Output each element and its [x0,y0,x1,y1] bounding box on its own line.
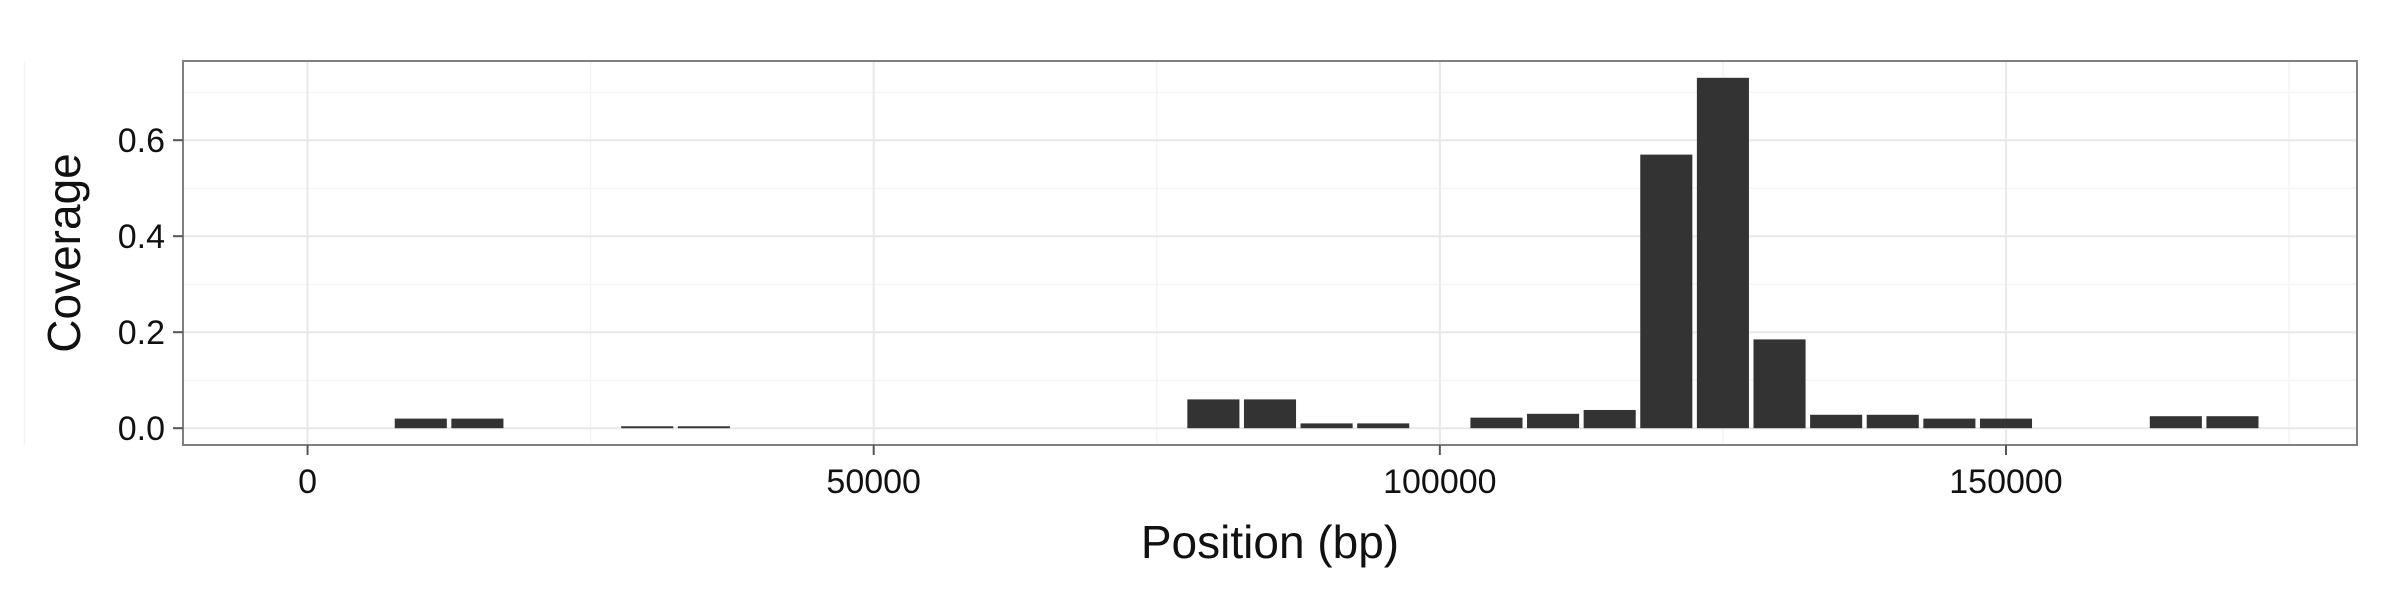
bar [1640,154,1693,429]
bar [1696,77,1749,429]
y-axis-title: Coverage [38,153,90,352]
bar [1300,423,1353,429]
bar [451,418,504,429]
minor-grid [23,61,2357,445]
bars [394,77,2259,429]
bar [1810,414,1863,429]
bar [1583,409,1636,429]
bar [1753,339,1806,429]
panel-background [183,61,2357,445]
x-tick-label: 100000 [1383,463,1496,501]
bar [1357,423,1410,429]
bar [1923,418,1976,429]
bar [1470,417,1523,429]
bar [677,426,730,429]
bar [1527,413,1580,429]
x-tick-label: 0 [298,463,317,501]
bar [1243,399,1297,429]
bar [621,426,674,429]
x-axis-title: Position (bp) [1141,516,1399,568]
y-tick-label: 0.2 [118,314,165,352]
bar [2149,416,2202,429]
bar [1187,399,1240,429]
x-tick-label: 50000 [826,463,921,501]
y-tick-label: 0.6 [118,122,165,160]
y-tick-label: 0.4 [118,218,165,256]
bar [1979,418,2033,429]
y-axis: 0.0 0.2 0.4 0.6 [118,122,183,448]
bar [394,418,447,429]
panel-border [182,60,2358,446]
x-tick-label: 150000 [1949,463,2062,501]
bar [1866,414,1919,429]
x-axis: 0 50000 100000 150000 [298,445,2063,501]
bar [2206,416,2259,429]
y-tick-label: 0.0 [118,410,165,448]
